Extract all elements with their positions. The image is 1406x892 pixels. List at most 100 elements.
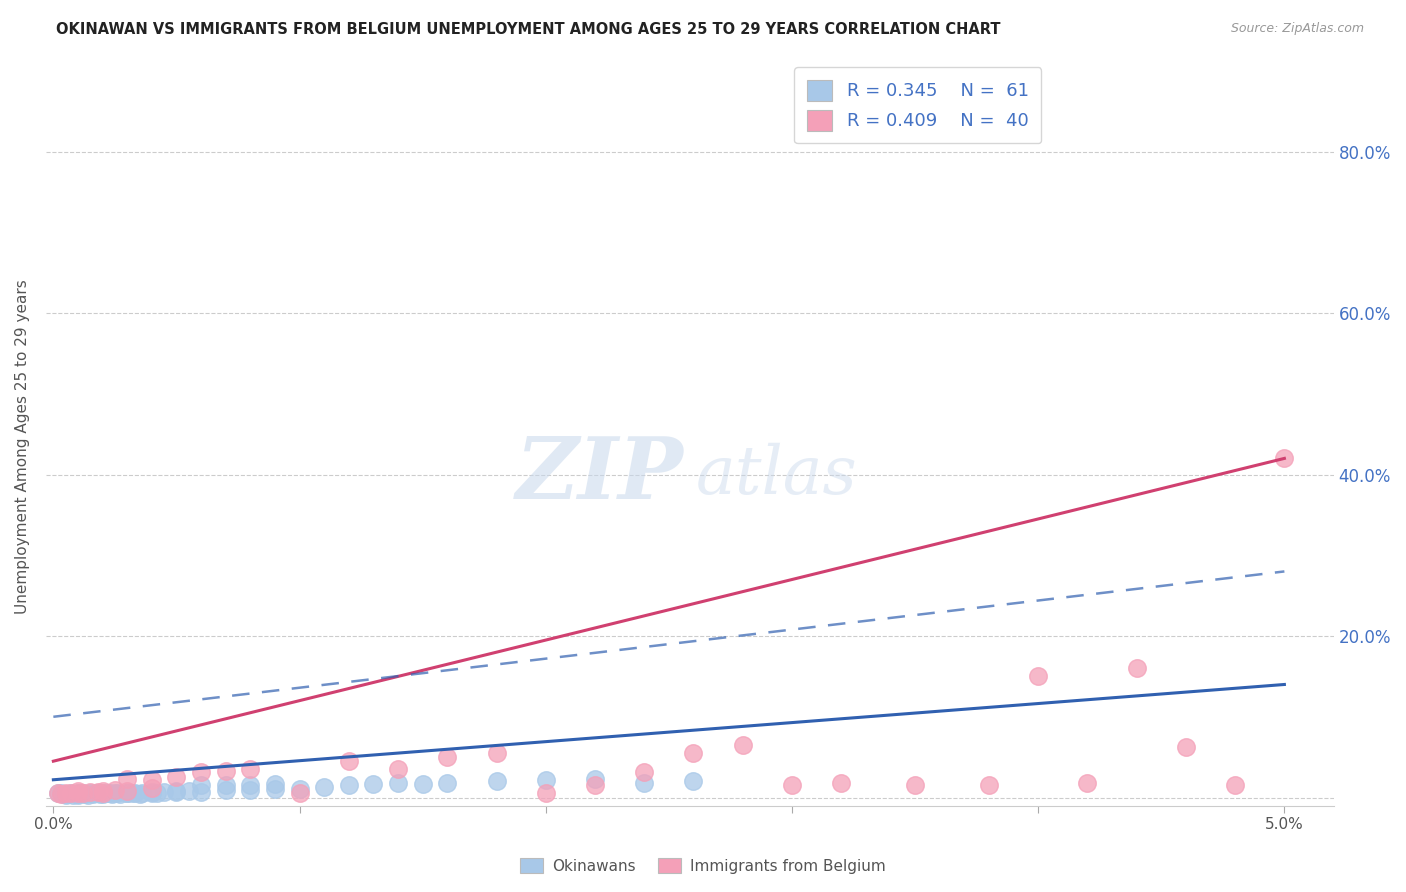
Text: atlas: atlas — [696, 442, 858, 508]
Point — [108, 787, 131, 801]
Y-axis label: Unemployment Among Ages 25 to 29 years: Unemployment Among Ages 25 to 29 years — [15, 279, 30, 614]
Point — [177, 784, 200, 798]
Point — [1274, 451, 1296, 466]
Point — [215, 783, 238, 797]
Point — [46, 787, 69, 801]
Point — [1026, 669, 1049, 683]
Point — [1076, 776, 1098, 790]
Point — [412, 777, 434, 791]
Point — [583, 779, 606, 793]
Point — [583, 772, 606, 786]
Point — [128, 787, 150, 801]
Point — [55, 788, 77, 802]
Point — [239, 778, 262, 792]
Point — [314, 780, 336, 794]
Point — [215, 764, 238, 778]
Point — [84, 787, 107, 801]
Point — [46, 787, 69, 801]
Point — [91, 784, 114, 798]
Point — [115, 772, 138, 786]
Point — [79, 787, 101, 801]
Point — [436, 750, 458, 764]
Point — [105, 787, 128, 801]
Point — [534, 787, 557, 801]
Point — [101, 787, 124, 801]
Point — [977, 778, 1000, 792]
Point — [104, 783, 127, 797]
Point — [387, 776, 409, 790]
Point — [363, 777, 385, 791]
Point — [66, 788, 89, 802]
Point — [89, 787, 111, 801]
Legend: R = 0.345    N =  61, R = 0.409    N =  40: R = 0.345 N = 61, R = 0.409 N = 40 — [794, 67, 1042, 144]
Point — [59, 787, 82, 801]
Point — [288, 781, 311, 796]
Point — [682, 746, 704, 760]
Point — [66, 787, 89, 801]
Point — [264, 777, 287, 791]
Point — [682, 774, 704, 789]
Point — [731, 738, 754, 752]
Point — [436, 776, 458, 790]
Point — [66, 784, 89, 798]
Point — [141, 772, 163, 787]
Point — [91, 787, 114, 801]
Point — [55, 787, 77, 801]
Point — [66, 786, 89, 800]
Point — [75, 787, 97, 801]
Point — [115, 786, 138, 800]
Point — [49, 787, 72, 801]
Point — [166, 785, 188, 799]
Point — [190, 778, 212, 792]
Point — [288, 787, 311, 801]
Point — [115, 787, 138, 801]
Point — [49, 787, 72, 801]
Point — [904, 779, 927, 793]
Legend: Okinawans, Immigrants from Belgium: Okinawans, Immigrants from Belgium — [513, 852, 893, 880]
Point — [166, 784, 188, 798]
Point — [65, 787, 87, 801]
Point — [124, 786, 146, 800]
Point — [141, 780, 163, 795]
Point — [145, 787, 167, 801]
Point — [190, 785, 212, 799]
Point — [780, 779, 803, 793]
Point — [66, 786, 89, 800]
Point — [91, 787, 114, 801]
Text: ZIP: ZIP — [516, 434, 683, 516]
Point — [534, 772, 557, 787]
Point — [264, 782, 287, 797]
Point — [239, 783, 262, 797]
Point — [1125, 661, 1147, 675]
Point — [76, 788, 98, 802]
Point — [52, 787, 75, 801]
Point — [115, 784, 138, 798]
Point — [104, 786, 127, 800]
Text: OKINAWAN VS IMMIGRANTS FROM BELGIUM UNEMPLOYMENT AMONG AGES 25 TO 29 YEARS CORRE: OKINAWAN VS IMMIGRANTS FROM BELGIUM UNEM… — [56, 22, 1001, 37]
Point — [485, 746, 508, 760]
Point — [485, 773, 508, 788]
Point — [72, 787, 94, 801]
Point — [91, 786, 114, 800]
Point — [166, 770, 188, 784]
Point — [190, 765, 212, 780]
Point — [86, 786, 108, 800]
Point — [131, 787, 153, 801]
Point — [56, 787, 79, 801]
Point — [1174, 740, 1197, 755]
Point — [239, 762, 262, 776]
Point — [337, 754, 360, 768]
Point — [82, 787, 104, 801]
Point — [337, 778, 360, 792]
Point — [121, 787, 143, 801]
Point — [91, 786, 114, 800]
Point — [98, 787, 121, 801]
Point — [79, 785, 101, 799]
Point — [633, 776, 655, 790]
Point — [1223, 779, 1246, 793]
Point — [153, 785, 176, 799]
Point — [96, 787, 118, 801]
Point — [62, 788, 84, 802]
Text: Source: ZipAtlas.com: Source: ZipAtlas.com — [1230, 22, 1364, 36]
Point — [72, 787, 94, 801]
